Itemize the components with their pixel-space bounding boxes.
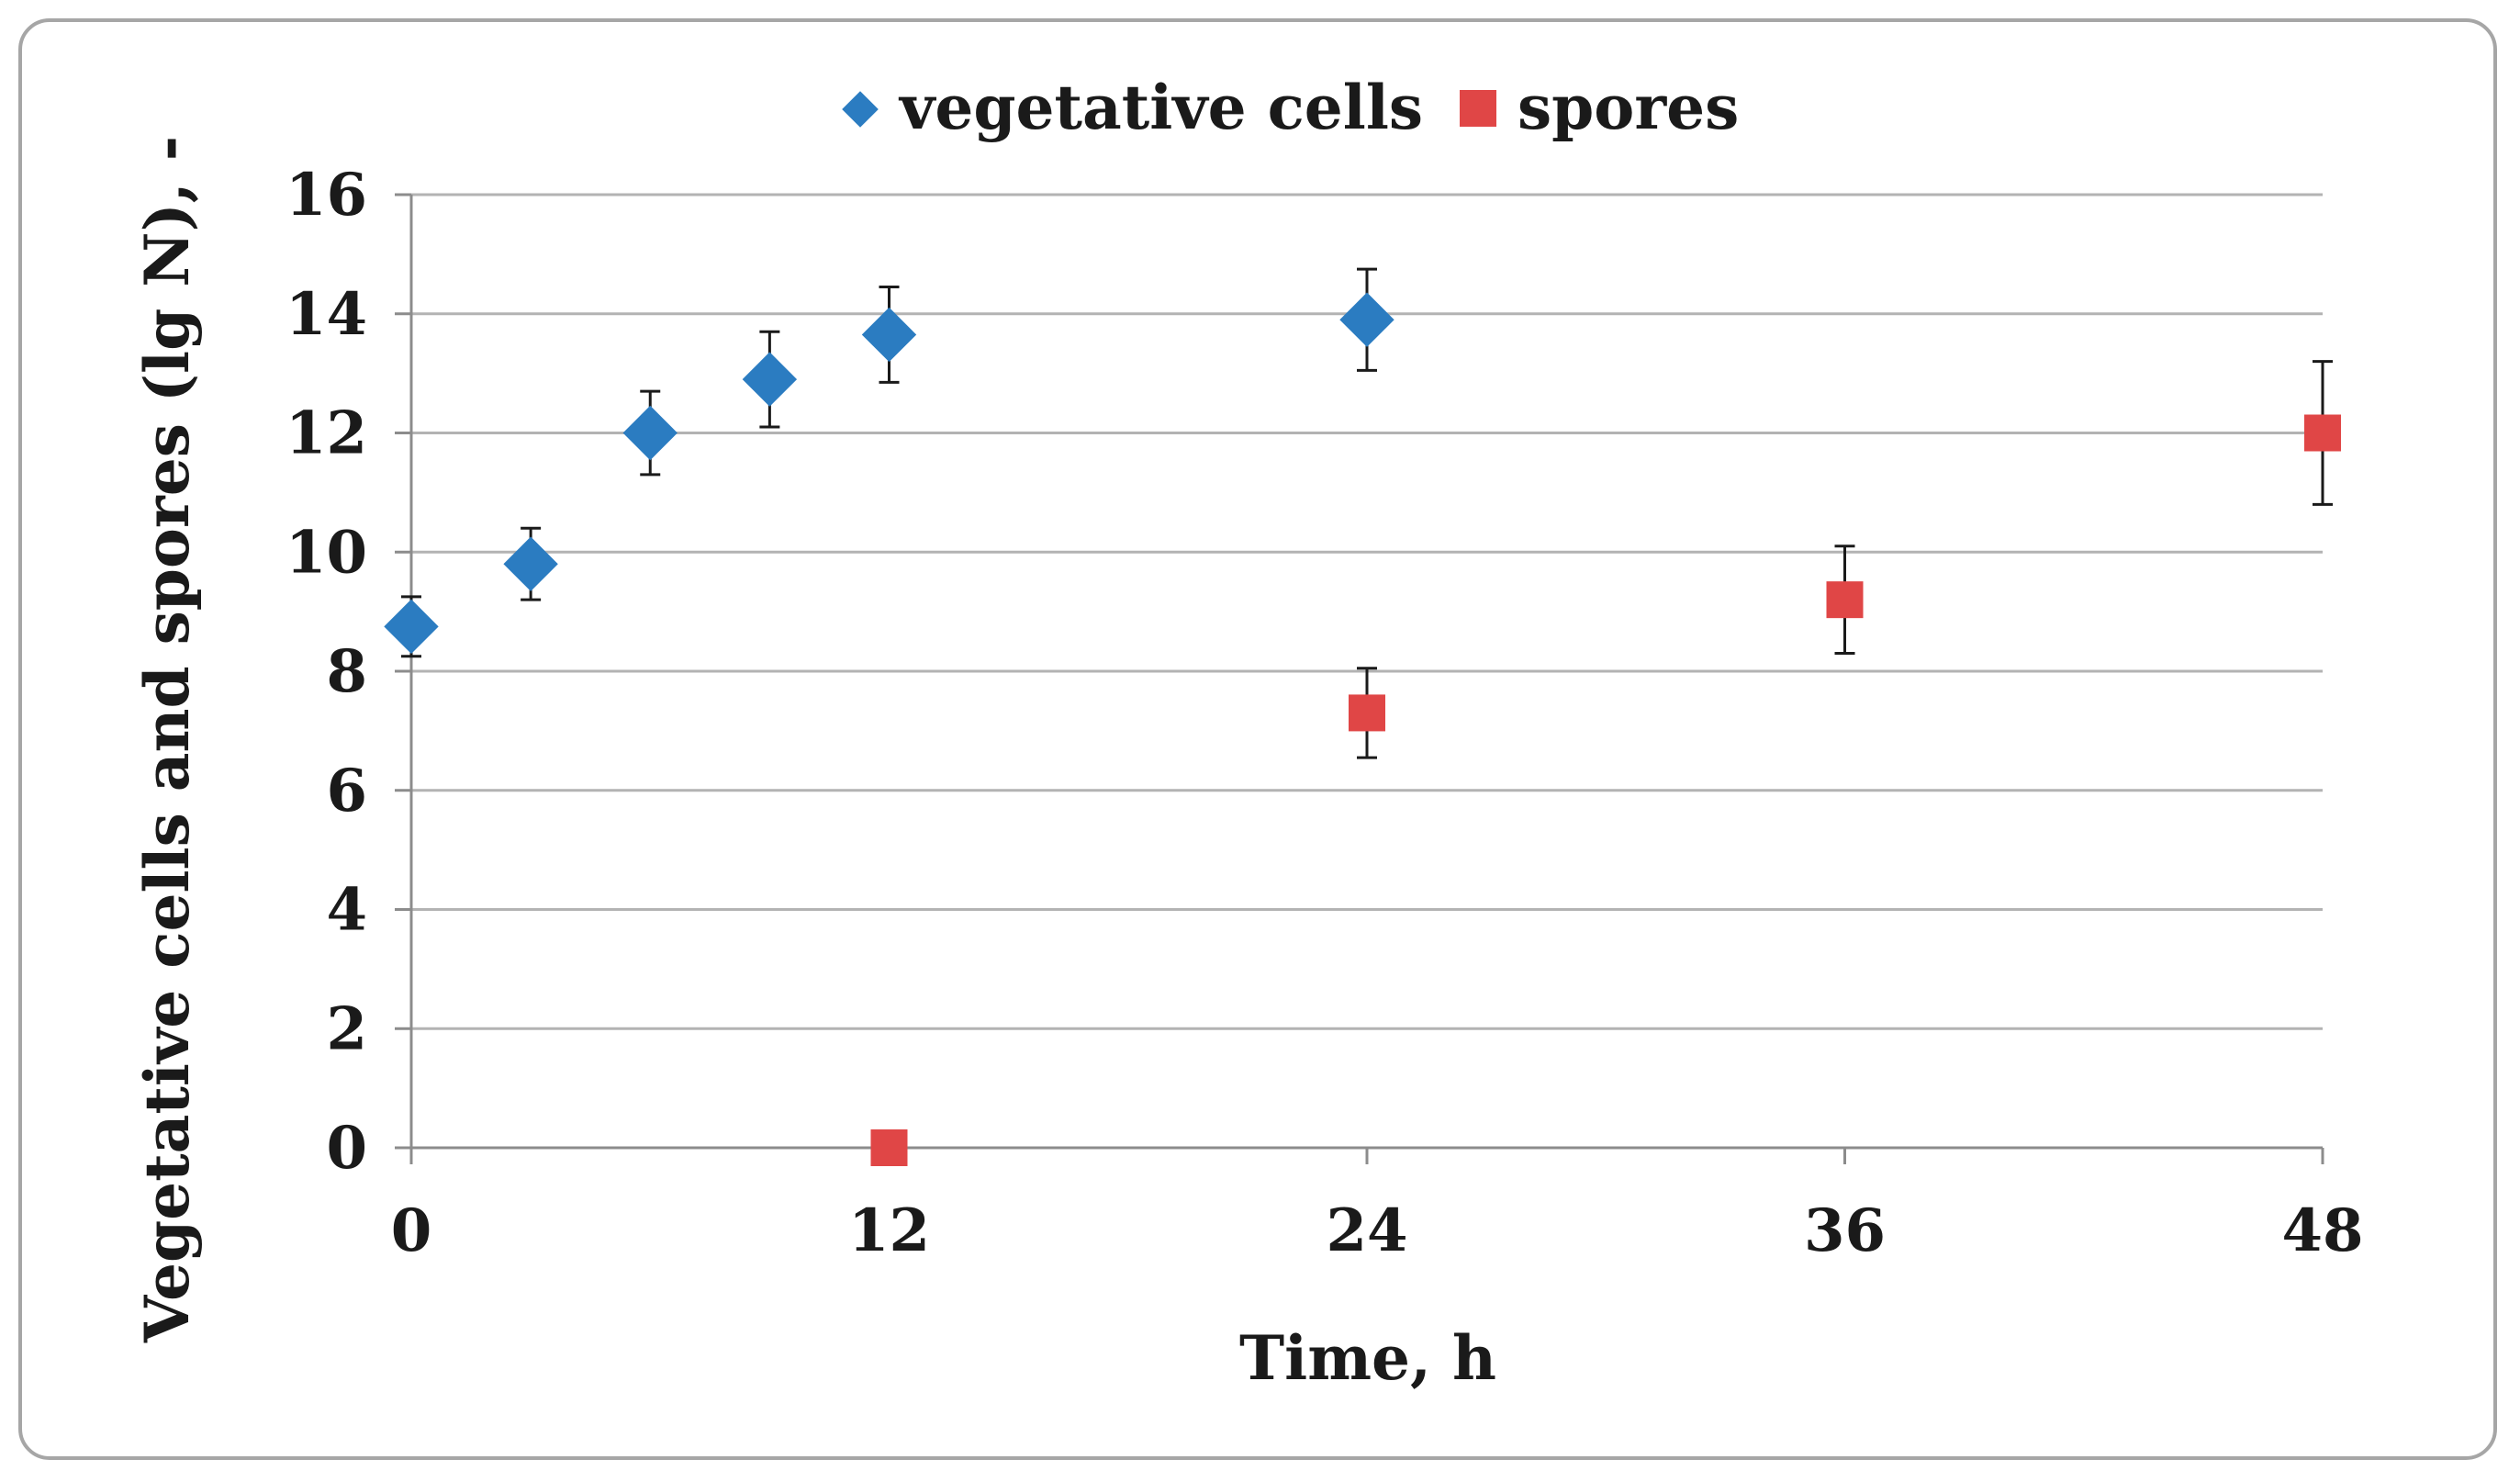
data-markers bbox=[384, 292, 2341, 1166]
legend-marker-spores-icon bbox=[1460, 90, 1496, 127]
legend-label-spores: spores bbox=[1518, 72, 1739, 143]
x-tick-label-48: 48 bbox=[2281, 1196, 2363, 1265]
legend-item-spores: spores bbox=[1460, 72, 1739, 143]
marker-spores-2 bbox=[1826, 581, 1864, 619]
y-axis-title: Vegetative cells and spores (lg N), - bbox=[131, 136, 203, 1343]
legend-label-vegetative-cells: vegetative cells bbox=[898, 72, 1423, 143]
marker-spores-3 bbox=[2304, 414, 2341, 452]
y-tick-label-2: 2 bbox=[326, 994, 367, 1063]
y-tick-label-6: 6 bbox=[326, 757, 367, 825]
x-tick-labels: 0 12 24 36 48 bbox=[391, 1196, 2364, 1265]
gridlines bbox=[411, 193, 2323, 1030]
y-tick-label-12: 12 bbox=[286, 399, 367, 468]
marker-vegetative-cells-0 bbox=[384, 599, 439, 655]
y-tick-label-10: 10 bbox=[286, 518, 367, 587]
x-tick-label-36: 36 bbox=[1804, 1196, 1886, 1265]
legend-item-vegetative-cells: vegetative cells bbox=[842, 72, 1423, 143]
axes bbox=[395, 193, 2324, 1164]
y-tick-label-8: 8 bbox=[326, 637, 367, 706]
y-tick-label-4: 4 bbox=[326, 876, 367, 945]
y-tick-labels: 0 2 4 6 8 10 12 14 16 bbox=[286, 161, 367, 1183]
x-axis-title: Time, h bbox=[1239, 1322, 1496, 1394]
x-tick-label-0: 0 bbox=[391, 1196, 432, 1265]
marker-vegetative-cells-5 bbox=[1339, 292, 1394, 347]
legend: vegetative cells spores bbox=[842, 72, 1739, 143]
chart-frame bbox=[18, 18, 2497, 1460]
marker-vegetative-cells-2 bbox=[622, 405, 678, 461]
y-tick-label-14: 14 bbox=[286, 280, 367, 349]
marker-vegetative-cells-1 bbox=[503, 536, 558, 591]
y-tick-label-0: 0 bbox=[326, 1114, 367, 1183]
marker-spores-1 bbox=[1349, 694, 1385, 732]
x-tick-label-24: 24 bbox=[1326, 1196, 1407, 1265]
marker-vegetative-cells-4 bbox=[861, 307, 917, 363]
marker-spores-0 bbox=[870, 1129, 908, 1166]
x-tick-label-12: 12 bbox=[848, 1196, 930, 1265]
legend-marker-vegetative-cells-icon bbox=[842, 91, 879, 128]
marker-vegetative-cells-3 bbox=[742, 352, 798, 407]
y-tick-label-16: 16 bbox=[286, 161, 367, 230]
